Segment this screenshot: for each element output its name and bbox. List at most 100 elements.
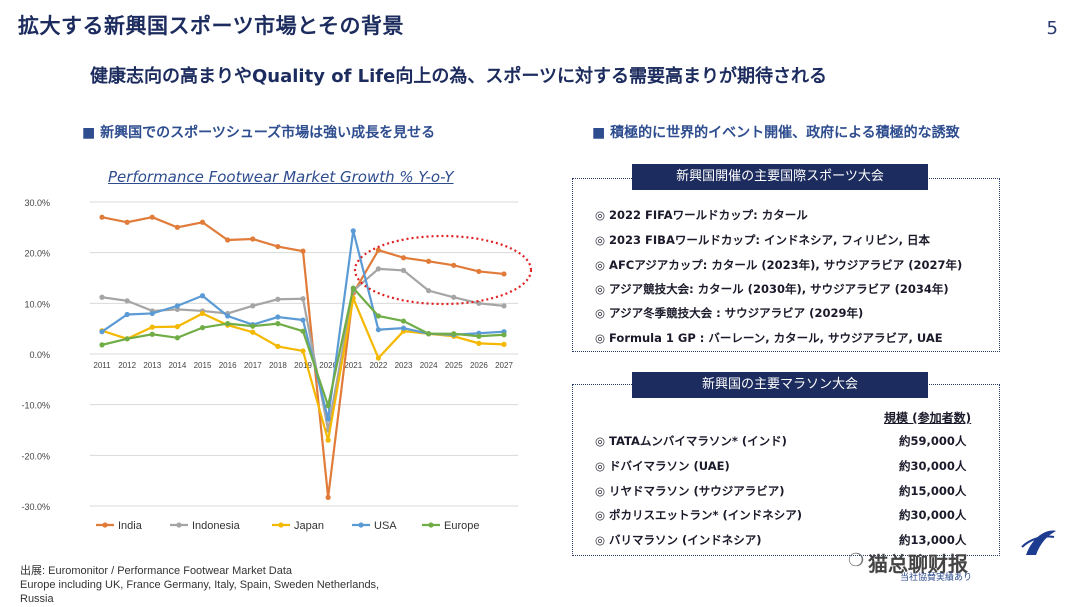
data-point-indonesia [99,294,105,300]
event-item: ◎ Formula 1 GP : バーレーン, カタール, サウジアラビア, U… [595,331,943,345]
data-point-usa [225,313,231,319]
x-tick-label: 2011 [93,361,111,370]
chart-title: Performance Footwear Market Growth % Y-o… [108,168,454,186]
data-point-indonesia [250,303,256,309]
legend-marker [428,522,434,528]
source-line-3: Russia [20,593,54,605]
data-point-japan [325,437,331,443]
y-tick-label: -30.0% [21,502,50,512]
data-point-india [451,262,457,268]
x-tick-label: 2018 [269,361,287,370]
event-item: ◎ 2022 FIFAワールドカップ: カタール [595,208,808,222]
data-point-europe [400,318,407,324]
data-point-usa [275,314,281,320]
data-point-japan [250,329,256,335]
data-point-usa [300,317,306,323]
data-point-usa [350,228,356,234]
series-line-europe [101,285,505,410]
marathon-value: 約59,000人 [899,434,967,448]
x-tick-label: 2014 [168,361,186,370]
legend-label: USA [374,520,397,532]
page-number: 5 [1046,18,1058,39]
data-point-japan [476,340,482,346]
slide-subtitle: 健康志向の高まりやQuality of Life向上の為、スポーツに対する需要高… [90,66,827,87]
data-point-japan [174,324,180,330]
source-line-2: Europe including UK, France Germany, Ita… [20,579,380,591]
data-point-usa [149,310,155,317]
data-point-europe [250,323,256,329]
data-point-indonesia [501,303,507,309]
x-tick-label: 2024 [420,361,438,370]
data-point-indonesia [426,288,432,294]
data-point-usa [325,416,331,422]
data-point-indonesia [451,294,457,300]
data-point-india [199,219,206,225]
data-point-indonesia [400,267,407,273]
marathon-box-title: 新興国の主要マラソン大会 [632,372,928,398]
data-point-europe [350,285,356,291]
data-point-europe [174,335,180,341]
x-tick-label: 2023 [395,361,413,370]
legend-marker [358,522,364,528]
x-tick-label: 2017 [244,361,262,370]
event-item: ◎ 2023 FIBAワールドカップ: インドネシア, フィリピン, 日本 [595,233,930,247]
marathon-value: 約30,000人 [899,459,967,473]
legend-marker [176,522,182,528]
marathon-name: ◎ ドバイマラソン (UAE) [595,459,730,473]
data-point-usa [124,311,130,318]
x-tick-label: 2020 [319,361,337,370]
marathon-value: 約30,000人 [899,508,967,522]
marathon-name: ◎ TATAムンバイマラソン* (インド) [595,434,787,448]
event-item: ◎ AFCアジアカップ: カタール (2023年), サウジアラビア (2027… [595,258,963,272]
y-tick-label: 0.0% [29,350,50,360]
data-point-usa [199,293,206,299]
y-tick-label: 30.0% [24,198,50,208]
x-tick-label: 2021 [344,361,362,370]
data-point-japan [275,343,281,349]
legend-label: Japan [294,520,324,532]
x-tick-label: 2013 [143,361,161,370]
data-point-india [400,255,407,261]
x-tick-label: 2012 [118,361,136,370]
data-point-indonesia [275,296,281,302]
marathon-name: ◎ バリマラソン (インドネシア) [595,533,762,547]
legend-marker [278,522,284,528]
data-point-india [476,268,482,275]
legend-label: Europe [444,520,479,532]
data-point-europe [426,331,432,337]
data-point-india [225,237,231,243]
data-point-indonesia [375,266,381,272]
legend-label: Indonesia [192,520,241,532]
data-point-india [325,494,331,500]
data-point-indonesia [300,296,306,302]
x-tick-label: 2027 [495,361,513,370]
x-tick-label: 2022 [369,361,387,370]
scale-header: 規模 (参加者数) [884,411,972,425]
data-point-europe [275,321,281,327]
data-point-india [426,258,432,264]
data-point-japan [375,355,381,361]
x-tick-label: 2025 [445,361,463,370]
data-point-usa [174,303,180,309]
events-box-title: 新興国開催の主要国際スポーツ大会 [632,164,928,190]
sponsor-caption: 当社協賛実績あり [900,573,973,583]
data-point-europe [149,331,155,337]
data-point-europe [199,325,206,331]
right-section-heading: ■ 積極的に世界的イベント開催、政府による積極的な誘致 [592,125,960,141]
x-tick-label: 2019 [294,361,312,370]
data-point-india [149,214,155,220]
page-title: 拡大する新興国スポーツ市場とその背景 [18,14,404,38]
sponsor-logo-icon [1021,530,1056,555]
source-note: 出展: Euromonitor / Performance Footwear M… [20,564,379,606]
data-point-india [375,247,381,253]
data-point-europe [476,333,482,339]
data-point-india [99,214,105,220]
data-point-japan [199,310,206,317]
data-point-europe [325,403,331,409]
data-point-europe [99,342,105,348]
data-point-india [174,224,180,230]
data-point-usa [375,327,381,333]
y-tick-label: 20.0% [24,249,50,259]
x-tick-label: 2026 [470,361,488,370]
event-item: ◎ アジア競技大会: カタール (2030年), サウジアラビア (2034年) [595,282,949,296]
